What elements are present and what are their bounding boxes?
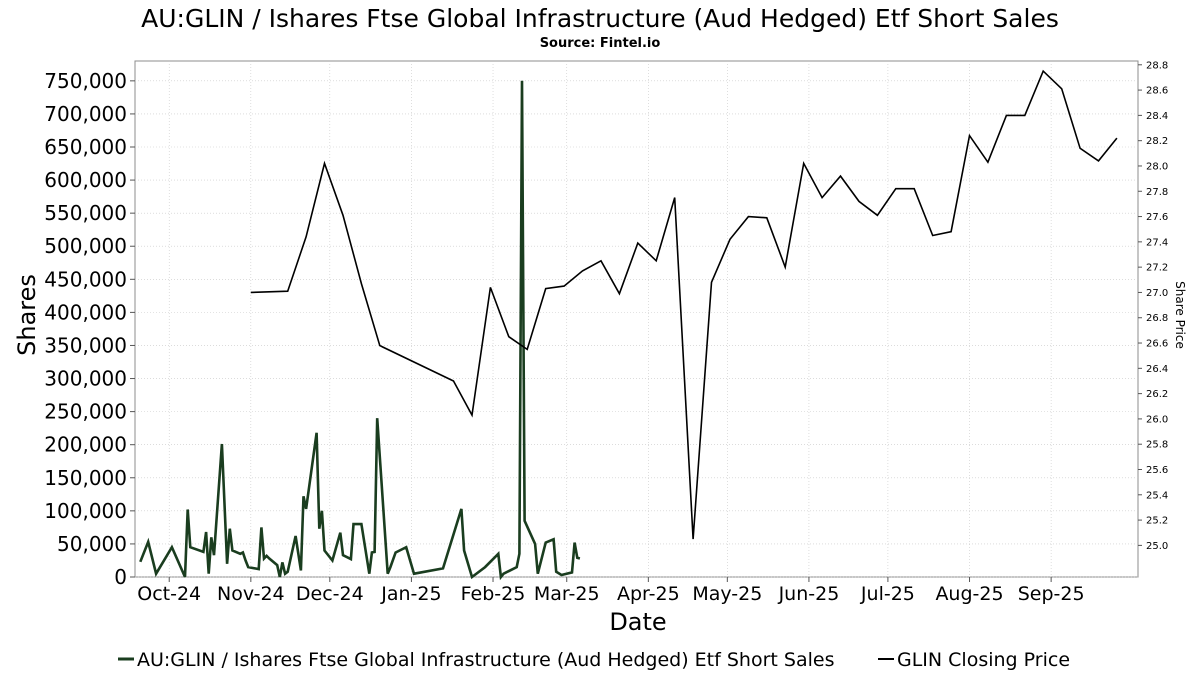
- y2-tick-label: 27.2: [1146, 263, 1168, 274]
- y-tick-label: 150,000: [44, 466, 127, 490]
- x-tick-label: Jul-25: [860, 583, 915, 605]
- y-tick-label: 400,000: [44, 300, 127, 324]
- x-tick-label: Apr-25: [617, 583, 680, 605]
- left-axis: 0 50,000 100,000 150,000 200,000 250,000 300,0…: [44, 69, 135, 589]
- y-tick-label: 200,000: [44, 433, 127, 457]
- series: [139, 69, 1118, 581]
- y2-tick-label: 28.4: [1146, 111, 1168, 122]
- chart-subtitle: Source: Fintel.io: [540, 36, 661, 51]
- x-tick-label: Oct-24: [137, 583, 201, 605]
- plot-area: [134, 60, 1139, 578]
- short-sales-line: [139, 80, 581, 581]
- x-axis: Oct-24 Nov-24 Dec-24 Jan-25 Feb-25 Mar-25 Apr-…: [137, 577, 1085, 605]
- y2-tick-label: 25.6: [1146, 465, 1168, 476]
- chart-title: AU:GLIN / Ishares Ftse Global Infrastruc…: [141, 4, 1059, 33]
- y-tick-label: 650,000: [44, 135, 127, 159]
- y2-tick-label: 27.0: [1146, 288, 1168, 299]
- legend: AU:GLIN / Ishares Ftse Global Infrastruc…: [118, 649, 1070, 671]
- y-tick-label: 50,000: [57, 532, 127, 556]
- y2-tick-label: 26.4: [1146, 364, 1168, 375]
- closing-price-line: [250, 69, 1118, 540]
- y2-tick-label: 26.8: [1146, 313, 1168, 324]
- y-tick-label: 350,000: [44, 333, 127, 357]
- x-tick-label: Jan-25: [380, 583, 441, 605]
- y-tick-label: 500,000: [44, 234, 127, 258]
- y-axis-title: Shares: [13, 274, 41, 356]
- y-tick-label: 250,000: [44, 400, 127, 424]
- y-tick-label: 100,000: [44, 499, 127, 523]
- x-tick-label: Feb-25: [461, 583, 526, 605]
- y2-tick-label: 25.8: [1146, 440, 1168, 451]
- y-tick-label: 700,000: [44, 102, 127, 126]
- x-tick-label: Sep-25: [1018, 583, 1085, 605]
- y2-axis-title: Share Price: [1173, 281, 1187, 349]
- x-tick-label: Aug-25: [935, 583, 1003, 605]
- y2-tick-label: 28.0: [1146, 161, 1168, 172]
- y2-tick-label: 26.0: [1146, 414, 1168, 425]
- y-tick-label: 450,000: [44, 267, 127, 291]
- y-tick-label: 0: [114, 565, 127, 589]
- y-tick-label: 550,000: [44, 201, 127, 225]
- y2-tick-label: 25.2: [1146, 516, 1168, 527]
- x-tick-label: Nov-24: [217, 583, 285, 605]
- x-tick-label: Mar-25: [534, 583, 600, 605]
- x-tick-label: May-25: [692, 583, 762, 605]
- x-tick-label: Dec-24: [296, 583, 364, 605]
- y2-tick-label: 27.4: [1146, 237, 1168, 248]
- y-tick-label: 600,000: [44, 168, 127, 192]
- y2-tick-label: 28.6: [1146, 86, 1168, 97]
- y2-tick-label: 28.8: [1146, 60, 1168, 71]
- x-axis-title: Date: [609, 608, 666, 636]
- right-axis: 25.0 25.2 25.4 25.6 25.8 26.0 26.2 26.4 26.6 26.8…: [1138, 60, 1168, 552]
- y-tick-label: 750,000: [44, 69, 127, 93]
- y2-tick-label: 26.2: [1146, 389, 1168, 400]
- y2-tick-label: 25.4: [1146, 490, 1168, 501]
- y2-tick-label: 28.2: [1146, 136, 1168, 147]
- x-tick-label: Jun-25: [778, 583, 840, 605]
- y-tick-label: 300,000: [44, 367, 127, 391]
- y2-tick-label: 27.8: [1146, 187, 1168, 198]
- legend-label-short-sales: AU:GLIN / Ishares Ftse Global Infrastruc…: [137, 649, 834, 671]
- y2-tick-label: 25.0: [1146, 541, 1168, 552]
- y2-tick-label: 27.6: [1146, 212, 1168, 223]
- legend-label-closing-price: GLIN Closing Price: [897, 649, 1070, 671]
- y2-tick-label: 26.6: [1146, 339, 1168, 350]
- grid: [135, 61, 1138, 578]
